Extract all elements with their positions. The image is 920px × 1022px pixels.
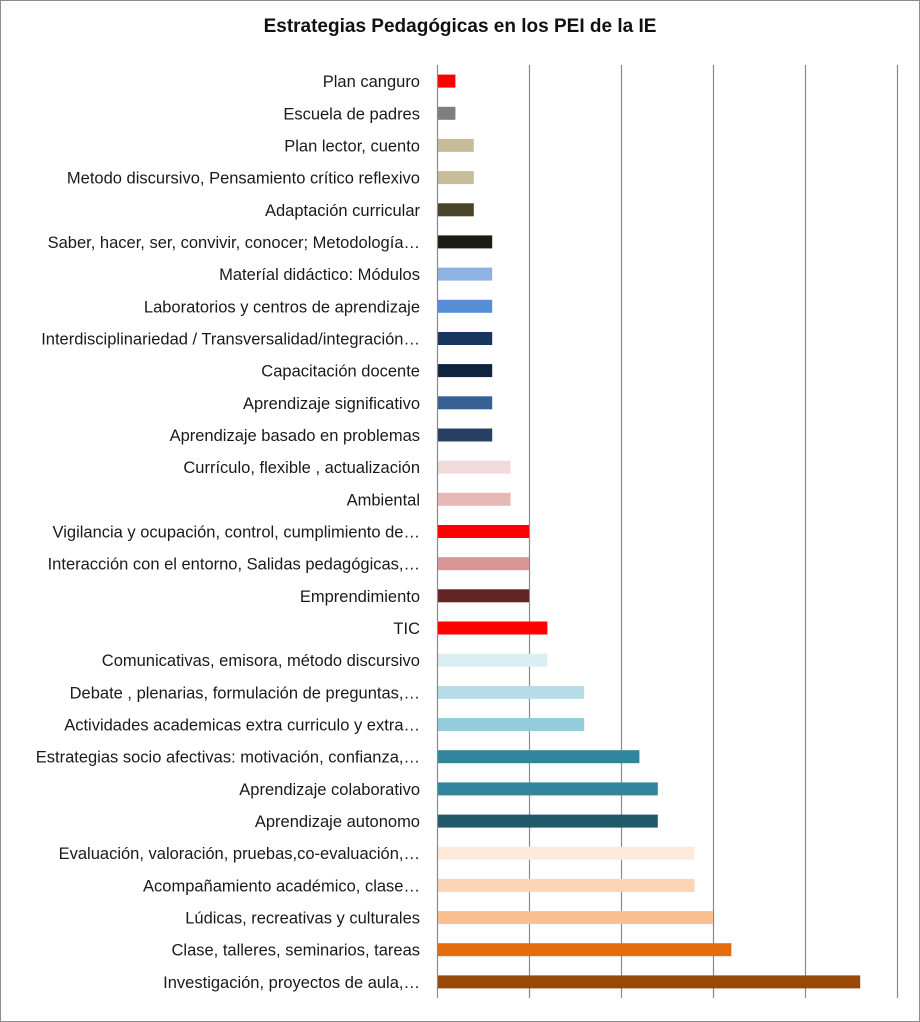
bar bbox=[437, 74, 456, 88]
gridlines bbox=[528, 65, 899, 998]
category-label: Aprendizaje autonomo bbox=[255, 813, 420, 831]
category-labels: Plan canguro Escuela de padres Plan lector… bbox=[36, 73, 421, 992]
bar bbox=[437, 878, 695, 892]
bars bbox=[437, 74, 861, 989]
category-label: Evaluación, valoración, pruebas,co-evalu… bbox=[59, 845, 420, 863]
category-label: Escuela de padres bbox=[283, 105, 420, 123]
bar bbox=[437, 267, 493, 281]
category-label: Plan lector, cuento bbox=[284, 137, 420, 155]
bar bbox=[437, 718, 585, 731]
bar bbox=[437, 364, 493, 378]
bar bbox=[437, 460, 511, 474]
bar bbox=[437, 171, 474, 185]
category-label: Saber, hacer, ser, convivir, conocer; Me… bbox=[48, 234, 420, 252]
category-label: Ambiental bbox=[347, 491, 420, 509]
bar bbox=[437, 525, 529, 538]
bar bbox=[437, 943, 732, 957]
bar bbox=[437, 203, 474, 217]
bar bbox=[437, 428, 493, 442]
category-label: Comunicativas, emisora, método discursiv… bbox=[102, 652, 420, 670]
category-label: Actividades academicas extra curriculo y… bbox=[64, 717, 420, 735]
category-label: Aprendizaje significativo bbox=[243, 395, 420, 413]
bar bbox=[437, 299, 493, 313]
bar bbox=[437, 846, 695, 860]
chart-title: Estrategias Pedagógicas en los PEI de la… bbox=[263, 16, 657, 37]
category-label: Aprendizaje basado en problemas bbox=[170, 427, 420, 445]
category-label: Capacitación docente bbox=[261, 363, 420, 381]
category-label: Debate , plenarias, formulación de pregu… bbox=[70, 684, 420, 702]
category-label: Vigilancia y ocupación, control, cumplim… bbox=[53, 524, 420, 542]
category-label: Estrategias socio afectivas: motivación,… bbox=[36, 749, 420, 767]
category-label: Adaptación curricular bbox=[265, 202, 420, 220]
category-label: Interdisciplinariedad / Transversalidad/… bbox=[41, 331, 420, 349]
category-label: TIC bbox=[393, 620, 420, 638]
bar bbox=[437, 621, 548, 635]
category-label: Metodo discursivo, Pensamiento crítico r… bbox=[67, 170, 420, 188]
bar bbox=[437, 589, 529, 603]
category-label: Materíal didáctico: Módulos bbox=[219, 266, 420, 284]
bar bbox=[437, 814, 658, 828]
bar bbox=[437, 235, 493, 249]
bar bbox=[437, 492, 511, 506]
category-label: Aprendizaje colaborativo bbox=[239, 781, 420, 799]
bar bbox=[437, 685, 585, 699]
bar bbox=[437, 653, 548, 667]
bar bbox=[437, 396, 493, 410]
category-label: Acompañamiento académico, clase… bbox=[143, 877, 420, 895]
bar bbox=[437, 332, 493, 345]
category-label: Plan canguro bbox=[323, 73, 420, 91]
category-label: Investigación, proyectos de aula,… bbox=[163, 974, 420, 992]
bar bbox=[437, 975, 861, 989]
category-label: Clase, talleres, seminarios, tareas bbox=[171, 942, 420, 960]
bar bbox=[437, 750, 640, 764]
category-label: Interacción con el entorno, Salidas peda… bbox=[48, 556, 420, 574]
bar bbox=[437, 782, 658, 796]
bar bbox=[437, 138, 474, 152]
bar bbox=[437, 557, 529, 571]
bar bbox=[437, 106, 456, 120]
category-label: Laboratorios y centros de aprendizaje bbox=[144, 298, 420, 316]
category-label: Emprendimiento bbox=[300, 588, 420, 606]
bar bbox=[437, 911, 713, 925]
category-label: Lúdicas, recreativas y culturales bbox=[185, 910, 420, 928]
category-label: Currículo, flexible , actualización bbox=[183, 459, 420, 477]
